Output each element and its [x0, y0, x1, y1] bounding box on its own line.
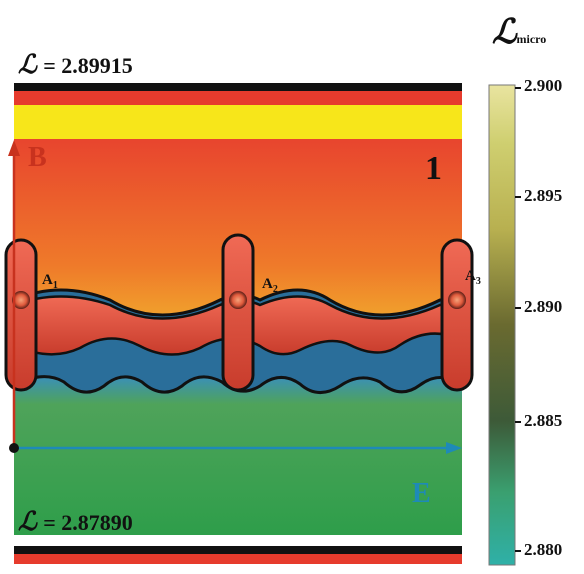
bottom-black-band	[14, 546, 462, 554]
top-value-text: = 2.89915	[43, 53, 133, 78]
colorbar-tick-label: 2.900	[524, 76, 563, 95]
l-symbol: ℒ	[18, 50, 37, 80]
panel-number: 1	[425, 150, 442, 187]
colorbar-symbol: ℒ	[492, 12, 517, 52]
top-value-label: ℒ = 2.89915	[18, 50, 133, 80]
colorbar-tick-label: 2.890	[524, 297, 563, 316]
bottom-red-band	[14, 554, 462, 564]
l-symbol: ℒ	[18, 507, 37, 537]
point-label-a1: A1	[42, 272, 58, 291]
pillar-a3	[440, 238, 474, 392]
colorbar-bar	[488, 84, 516, 566]
b-axis-arrow	[8, 140, 20, 156]
colorbar-tick-label: 2.895	[524, 186, 563, 205]
e-axis-label: E	[412, 478, 431, 509]
point-label-a2: A2	[262, 276, 278, 295]
colorbar-subtitle: micro	[516, 32, 547, 46]
spot-a1	[12, 291, 30, 309]
colorbar-tick-label: 2.880	[524, 540, 563, 559]
pillar-a2	[221, 233, 255, 392]
origin-dot	[9, 443, 19, 453]
top-red-band	[14, 91, 462, 105]
bottom-value-label: ℒ = 2.87890	[18, 507, 133, 537]
spot-a3	[448, 291, 466, 309]
pillar-a1	[4, 238, 38, 392]
bottom-value-text: = 2.87890	[43, 510, 133, 535]
colorbar-title: ℒmicro	[492, 12, 546, 52]
spot-a2	[229, 291, 247, 309]
e-axis-arrow	[446, 442, 462, 454]
top-yellow-band	[14, 105, 462, 139]
top-black-band	[14, 83, 462, 91]
point-label-a3: A3	[465, 268, 481, 287]
b-axis-label: B	[28, 142, 47, 173]
colorbar-tick-label: 2.885	[524, 411, 563, 430]
